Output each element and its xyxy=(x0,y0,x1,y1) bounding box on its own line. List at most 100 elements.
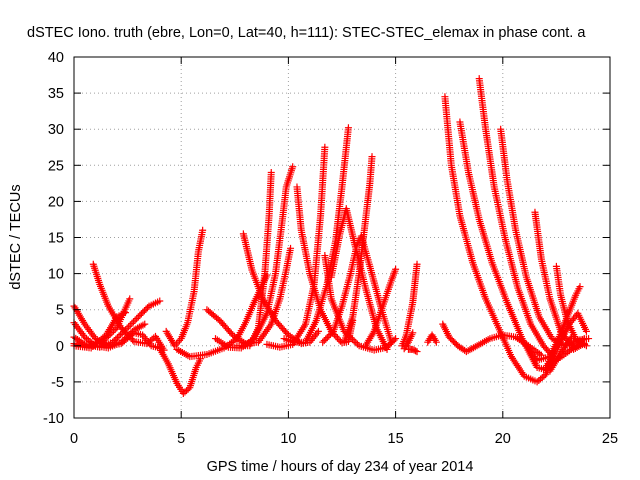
data-point xyxy=(392,265,400,273)
data-arc xyxy=(162,226,207,350)
data-arc xyxy=(398,260,421,350)
data-point xyxy=(128,319,136,327)
x-axis-label: GPS time / hours of day 234 of year 2014 xyxy=(207,459,474,475)
data-arc xyxy=(233,169,275,350)
data-point xyxy=(335,336,343,344)
data-point xyxy=(368,153,376,161)
data-arc xyxy=(362,265,400,350)
data-arc xyxy=(400,329,417,353)
data-point xyxy=(126,321,134,329)
y-tick-label: 0 xyxy=(56,339,64,355)
data-arc xyxy=(424,331,440,346)
data-point xyxy=(323,334,331,342)
data-arc xyxy=(340,153,376,346)
data-point xyxy=(344,124,352,132)
y-tick-label: 20 xyxy=(48,194,64,210)
axis-ticks: 0 5 10 15 20 25 -10 -5 0 5 10 15 20 25 30 35 40 xyxy=(43,50,618,447)
x-tick-label: 5 xyxy=(177,431,185,447)
data-point xyxy=(144,304,152,312)
data-point xyxy=(332,332,340,340)
y-tick-label: 40 xyxy=(48,50,64,66)
data-point xyxy=(409,329,417,337)
data-point xyxy=(392,335,400,343)
x-tick-label: 10 xyxy=(280,431,296,447)
data-points xyxy=(70,75,593,397)
data-point xyxy=(134,313,142,321)
data-point xyxy=(387,338,395,346)
data-arc xyxy=(327,205,391,353)
x-tick-label: 25 xyxy=(602,431,618,447)
data-point xyxy=(113,334,121,342)
y-tick-label: 25 xyxy=(48,158,64,174)
data-point xyxy=(320,337,328,345)
data-point xyxy=(112,335,120,343)
data-point xyxy=(383,345,391,353)
y-tick-label: -10 xyxy=(43,411,64,427)
data-point xyxy=(325,332,333,340)
data-point xyxy=(412,347,420,355)
data-point xyxy=(131,316,139,324)
data-point xyxy=(117,338,125,346)
data-point xyxy=(267,169,275,177)
data-arc xyxy=(542,309,590,371)
data-arc xyxy=(552,262,590,350)
data-point xyxy=(352,339,360,347)
data-arc xyxy=(70,319,149,352)
x-tick-label: 15 xyxy=(388,431,404,447)
data-point xyxy=(576,283,584,291)
data-point xyxy=(333,334,341,342)
data-point xyxy=(328,329,336,337)
data-point xyxy=(350,337,358,345)
data-point xyxy=(174,338,182,346)
data-point xyxy=(115,332,123,340)
chart-title: dSTEC Iono. truth (ebre, Lon=0, Lat=40, … xyxy=(27,25,586,41)
data-point xyxy=(314,327,322,335)
data-point xyxy=(136,311,144,319)
data-point xyxy=(326,330,334,338)
data-point xyxy=(125,323,133,331)
data-point xyxy=(199,226,207,234)
data-point xyxy=(348,335,356,343)
data-point xyxy=(142,305,150,313)
data-arc xyxy=(321,252,400,354)
data-point xyxy=(139,308,147,316)
data-arc xyxy=(70,309,129,352)
data-point xyxy=(353,340,361,348)
data-point xyxy=(214,315,222,323)
data-point xyxy=(321,143,329,151)
x-tick-label: 20 xyxy=(495,431,511,447)
data-arc xyxy=(156,345,204,397)
data-point xyxy=(403,340,411,348)
y-tick-label: 35 xyxy=(48,86,64,102)
data-point xyxy=(140,307,148,315)
data-point xyxy=(413,260,421,268)
data-arc xyxy=(522,283,584,364)
data-point xyxy=(121,309,129,317)
data-arc xyxy=(404,345,421,356)
data-point xyxy=(141,320,149,328)
data-point xyxy=(117,331,125,339)
data-point xyxy=(432,338,440,346)
y-tick-label: 5 xyxy=(56,303,64,319)
data-point xyxy=(120,335,128,343)
y-tick-label: 15 xyxy=(48,231,64,247)
data-point xyxy=(287,244,295,252)
data-point xyxy=(111,325,119,333)
y-tick-label: -5 xyxy=(51,375,64,391)
data-point xyxy=(137,310,145,318)
x-tick-label: 0 xyxy=(70,431,78,447)
data-point xyxy=(289,163,297,171)
data-point xyxy=(129,336,137,344)
y-tick-label: 30 xyxy=(48,122,64,138)
data-point xyxy=(582,327,590,335)
data-point xyxy=(336,337,344,345)
y-axis-label: dSTEC / TECUs xyxy=(8,184,24,289)
data-point xyxy=(126,295,134,303)
data-point xyxy=(585,335,593,343)
data-point xyxy=(119,337,127,345)
data-point xyxy=(319,338,327,346)
data-point xyxy=(582,342,590,350)
data-point xyxy=(413,348,421,356)
grid-lines xyxy=(74,57,610,418)
